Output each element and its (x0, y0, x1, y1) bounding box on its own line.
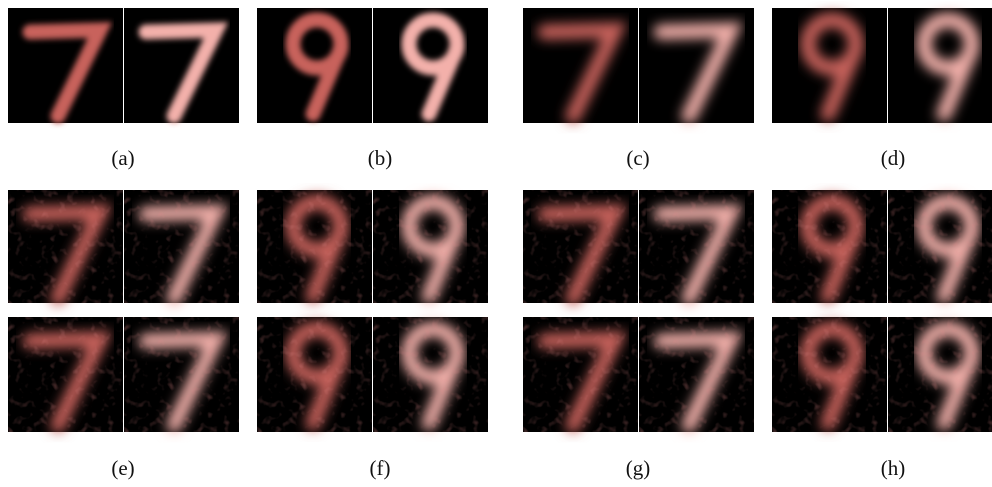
heatmap-tile (888, 8, 992, 123)
heatmap-tile (639, 8, 754, 123)
caption: (b) (368, 146, 393, 170)
noise-overlay (124, 317, 239, 432)
noise-overlay (257, 317, 372, 432)
noise-overlay (8, 190, 123, 303)
heatmap-tile (257, 190, 372, 303)
noise-overlay (772, 317, 887, 432)
noise-overlay (639, 190, 754, 303)
heatmap-tile (523, 8, 638, 123)
figure: (a) (b) (c) (d) (e) (f) (g) (h) (0, 0, 992, 487)
heatmap-tile (373, 190, 488, 303)
heatmap-tile (257, 317, 372, 432)
noise-overlay (373, 317, 488, 432)
caption: (c) (626, 146, 649, 170)
noise-overlay (8, 317, 123, 432)
heatmap-tile (639, 190, 754, 303)
heatmap-tile (124, 317, 239, 432)
noise-overlay (772, 190, 887, 303)
heatmap-tile (772, 190, 887, 303)
noise-overlay (373, 190, 488, 303)
heatmap-tile (523, 317, 638, 432)
heatmap-tile (8, 8, 123, 123)
caption: (d) (881, 146, 906, 170)
heatmap-tile (639, 317, 754, 432)
heatmap-tile (8, 317, 123, 432)
heatmap-tile (373, 8, 488, 123)
heatmap-tile (888, 190, 992, 303)
heatmap-tile (124, 190, 239, 303)
heatmap-tile (523, 190, 638, 303)
heatmap-tile (8, 190, 123, 303)
caption: (g) (626, 456, 651, 480)
noise-overlay (124, 190, 239, 303)
heatmap-tile (888, 317, 992, 432)
heatmap-tile (373, 317, 488, 432)
noise-overlay (523, 190, 638, 303)
image-grid (8, 8, 992, 432)
noise-overlay (523, 317, 638, 432)
heatmap-tile (772, 8, 887, 123)
noise-overlay (888, 317, 992, 432)
noise-overlay (257, 190, 372, 303)
caption: (a) (111, 146, 134, 170)
heatmap-tile (257, 8, 372, 123)
heatmap-tile (772, 317, 887, 432)
caption: (h) (881, 456, 906, 480)
caption: (e) (111, 456, 134, 480)
caption: (f) (370, 456, 391, 480)
heatmap-tile (124, 8, 239, 123)
noise-overlay (888, 190, 992, 303)
noise-overlay (639, 317, 754, 432)
